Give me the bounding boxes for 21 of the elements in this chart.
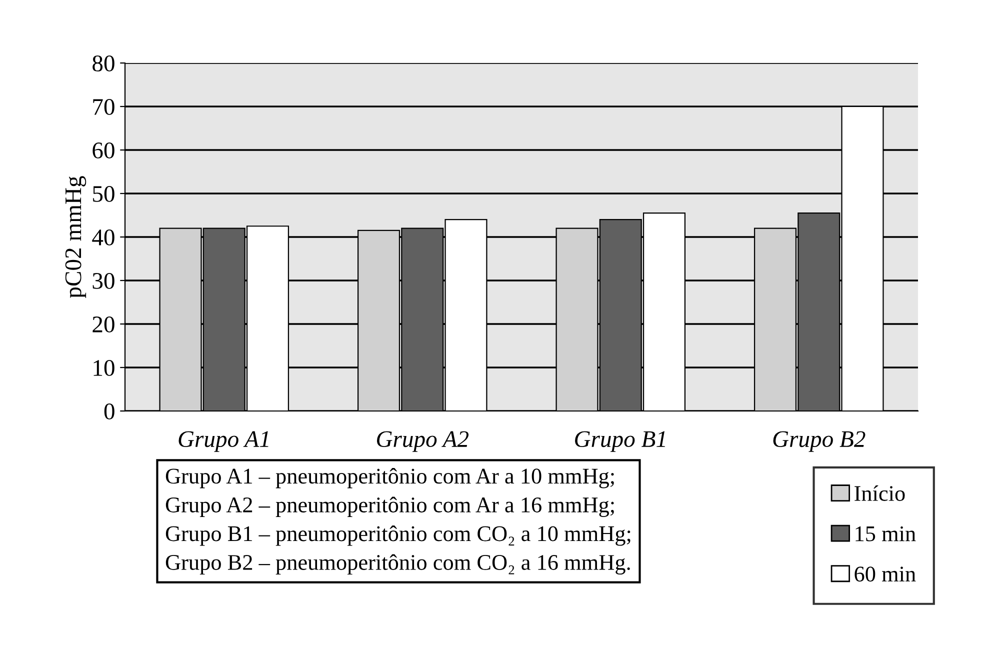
legend-label: 60 min xyxy=(854,566,916,582)
y-axis-title: pC02 mmHg xyxy=(65,176,86,298)
y-tick-label: 0 xyxy=(104,403,114,420)
x-tick-label: Grupo B1 xyxy=(575,431,665,452)
x-tick-label: Grupo A1 xyxy=(178,431,268,452)
y-tick-label: 30 xyxy=(92,272,114,289)
text: Grupo A2 – pneumoperitônio com Ar a 16 mmHg; xyxy=(166,496,614,518)
y-tick-label: 80 xyxy=(92,55,114,72)
text: Grupo A1 – pneumoperitônio com Ar a 10 mmHg; xyxy=(166,468,614,488)
y-tick-label: 60 xyxy=(92,142,114,158)
legend-label: 15 min xyxy=(856,526,916,542)
x-tick-label: Grupo A2 xyxy=(376,431,469,452)
y-tick-label: 70 xyxy=(93,98,114,115)
y-tick-label: 10 xyxy=(94,360,114,376)
x-tick-label: Grupo B2 xyxy=(773,431,866,452)
y-tick-label: 50 xyxy=(93,186,114,202)
y-tick-label: 40 xyxy=(92,229,114,246)
text: Grupo B2 – pneumoperitônio com CO₂ a 16 mmHg. xyxy=(166,554,630,575)
y-tick-label: 20 xyxy=(92,316,114,332)
legend-label: Início xyxy=(854,485,905,502)
text: Grupo B1 – pneumoperitônio com CO₂ a 10 mmHg; xyxy=(166,526,630,546)
